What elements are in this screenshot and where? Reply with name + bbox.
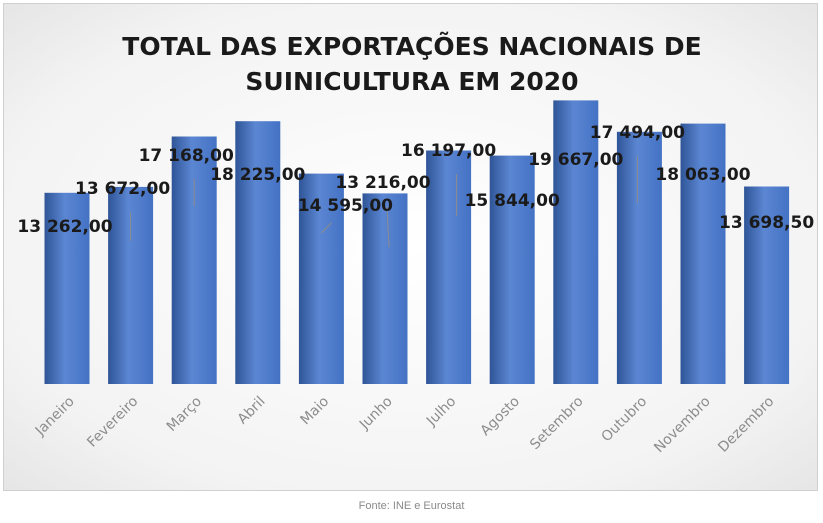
data-label-julho: 16 197,00 — [401, 141, 496, 161]
leader-line-junho — [386, 205, 390, 248]
leader-line-maio — [321, 222, 332, 234]
source-caption: Fonte: INE e Eurostat — [358, 500, 465, 512]
leader-lines — [130, 156, 638, 248]
chart-area: TOTAL DAS EXPORTAÇÕES NACIONAIS DE SUINI… — [3, 3, 818, 491]
bar-março — [171, 136, 217, 384]
data-label-dezembro: 13 698,50 — [719, 213, 814, 233]
chart-title-line-1: TOTAL DAS EXPORTAÇÕES NACIONAIS DE — [122, 31, 701, 61]
bars-layer — [44, 100, 790, 385]
data-label-agosto: 15 844,00 — [465, 191, 560, 211]
bar-outubro — [616, 131, 662, 384]
bar-junho — [362, 193, 408, 384]
data-label-março: 17 168,00 — [139, 146, 234, 166]
bar-novembro — [680, 123, 726, 384]
bar-maio — [298, 173, 344, 384]
data-label-janeiro: 13 262,00 — [17, 217, 112, 237]
bar-dezembro — [744, 186, 790, 384]
bar-abril — [235, 121, 281, 384]
bar-chart: TOTAL DAS EXPORTAÇÕES NACIONAIS DE SUINI… — [4, 4, 817, 490]
data-label-junho: 13 216,00 — [335, 173, 430, 193]
data-label-fevereiro: 13 672,00 — [75, 179, 170, 199]
bar-julho — [426, 150, 472, 384]
bar-setembro — [553, 100, 599, 385]
data-label-abril: 18 225,00 — [210, 165, 305, 185]
data-label-novembro: 18 063,00 — [655, 165, 750, 185]
bar-agosto — [489, 155, 535, 384]
data-label-maio: 14 595,00 — [298, 196, 393, 216]
chart-title-line-2: SUINICULTURA EM 2020 — [245, 67, 578, 96]
data-label-setembro: 19 667,00 — [528, 150, 623, 170]
data-label-outubro: 17 494,00 — [590, 123, 685, 143]
bar-janeiro — [44, 192, 90, 384]
